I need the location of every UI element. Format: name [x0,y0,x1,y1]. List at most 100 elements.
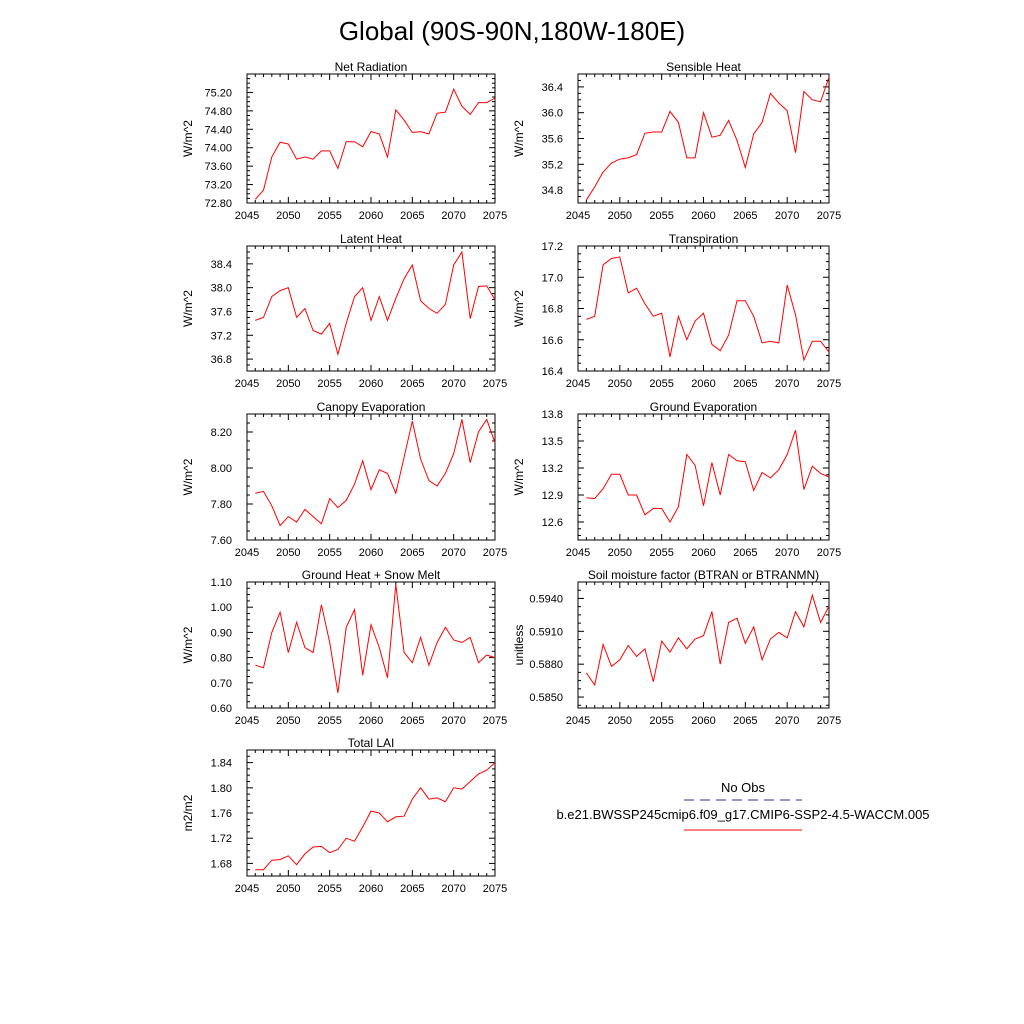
x-tick-label: 2075 [817,378,841,390]
y-tick-label: 36.4 [542,82,563,94]
x-tick-label: 2065 [733,378,757,390]
series-line [254,87,496,200]
x-tick-label: 2060 [691,715,715,727]
x-tick-label: 2055 [649,547,673,559]
x-tick-label: 2075 [483,715,507,727]
y-tick-label: 16.6 [542,335,563,347]
x-tick-label: 2045 [566,547,590,559]
y-tick-label: 75.20 [204,87,232,99]
chart-title: Net Radiation [335,60,408,74]
x-tick-label: 2055 [317,883,341,895]
chart-title: Canopy Evaporation [317,400,426,414]
plot-frame [246,749,496,877]
x-tick-label: 2060 [691,210,715,222]
y-tick-label: 7.60 [211,535,232,547]
x-tick-label: 2045 [235,715,259,727]
y-tick-label: 0.5910 [529,626,563,638]
x-tick-label: 2055 [649,715,673,727]
chart-title: Transpiration [669,232,739,246]
plot-frame [246,73,496,204]
y-tick-label: 12.6 [542,517,563,529]
figure-title: Global (90S-90N,180W-180E) [339,16,685,46]
x-tick-label: 2065 [733,715,757,727]
chart-panel: Transpiration W/m^2 2045 2050 2055 2060 2065 20… [512,232,841,390]
y-tick-label: 1.00 [211,602,232,614]
y-tick-label: 37.2 [211,330,232,342]
y-tick-label: 35.6 [542,134,563,146]
plot-frame [246,245,496,372]
x-tick-label: 2065 [400,883,424,895]
x-tick-label: 2060 [359,210,383,222]
x-tick-label: 2075 [817,715,841,727]
y-tick-label: 1.76 [211,808,232,820]
legend-obs-label: No Obs [721,780,766,795]
x-tick-label: 2070 [775,210,799,222]
x-tick-label: 2045 [566,210,590,222]
series-line [255,762,496,871]
x-tick-label: 2050 [276,378,300,390]
x-tick-label: 2065 [733,210,757,222]
x-tick-label: 2070 [441,210,465,222]
y-axis-label: W/m^2 [512,120,526,157]
y-tick-label: 72.80 [204,198,232,210]
x-tick-label: 2065 [400,210,424,222]
x-tick-label: 2065 [400,715,424,727]
series-line [586,256,830,362]
x-tick-label: 2070 [441,715,465,727]
y-axis-label: W/m^2 [181,290,195,327]
chart-panel: Latent Heat W/m^2 2045 2050 2055 2060 2065 2070… [181,232,507,390]
chart-panel: Total LAI m2/m2 2045 2050 2055 2060 2065 2070 20… [181,736,507,895]
x-tick-label: 2055 [649,378,673,390]
x-tick-label: 2050 [276,883,300,895]
x-tick-label: 2060 [359,547,383,559]
x-tick-label: 2050 [276,210,300,222]
y-tick-label: 0.70 [211,678,232,690]
y-tick-label: 0.5880 [529,659,563,671]
y-tick-label: 0.60 [211,703,232,715]
x-tick-label: 2060 [359,378,383,390]
y-tick-label: 36.0 [542,108,563,120]
y-tick-label: 0.90 [211,627,232,639]
x-tick-label: 2060 [691,547,715,559]
x-tick-label: 2075 [483,210,507,222]
chart-title: Total LAI [348,736,395,750]
x-tick-label: 2060 [691,378,715,390]
y-axis-label: unitless [512,625,526,666]
y-tick-label: 34.8 [542,185,563,197]
y-tick-label: 7.80 [211,499,232,511]
x-tick-label: 2045 [566,378,590,390]
x-tick-label: 2045 [235,883,259,895]
y-tick-label: 38.4 [211,259,232,271]
y-tick-label: 37.6 [211,306,232,318]
x-tick-label: 2045 [235,378,259,390]
series-line [585,77,830,201]
y-tick-label: 1.10 [211,577,232,589]
x-tick-label: 2070 [441,378,465,390]
legend: No Obs b.e21.BWSSP245cmip6.f09_g17.CMIP6… [556,780,930,831]
x-tick-label: 2050 [276,547,300,559]
x-tick-label: 2070 [441,883,465,895]
y-tick-label: 1.84 [211,758,232,770]
x-tick-label: 2060 [359,883,383,895]
y-tick-label: 1.80 [211,783,232,795]
series-line [586,430,830,523]
x-tick-label: 2065 [733,547,757,559]
x-tick-label: 2070 [775,547,799,559]
plot-frame [577,413,830,541]
chart-title: Soil moisture factor (BTRAN or BTRANMN) [588,568,819,582]
y-tick-label: 35.2 [542,159,563,171]
chart-panel: Soil moisture factor (BTRAN or BTRANMN) u… [512,568,841,727]
y-tick-label: 17.2 [542,241,563,253]
x-tick-label: 2050 [276,715,300,727]
y-axis-label: W/m^2 [181,626,195,663]
chart-title: Ground Evaporation [650,400,757,414]
x-tick-label: 2065 [400,378,424,390]
y-tick-label: 73.60 [204,161,232,173]
y-tick-label: 1.72 [211,833,232,845]
chart-panel: Canopy Evaporation W/m^2 2045 2050 2055 2060 2… [181,400,507,559]
x-tick-label: 2050 [608,210,632,222]
y-tick-label: 0.80 [211,653,232,665]
plot-frame [246,581,496,709]
x-tick-label: 2050 [608,378,632,390]
